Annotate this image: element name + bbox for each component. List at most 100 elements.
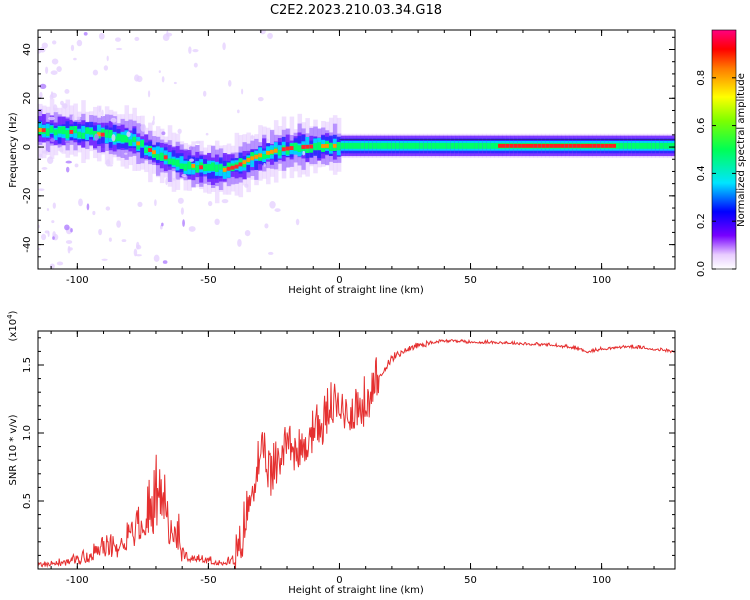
- spectrogram-cell: [360, 142, 365, 149]
- spectrogram-cell-peak: [250, 156, 255, 161]
- spectrogram-noise-speck: [111, 134, 116, 142]
- spectrogram-noise-speck: [86, 203, 90, 211]
- spectrogram-noise-speck: [116, 220, 121, 228]
- spectrogram-noise-speck: [274, 208, 281, 212]
- snr-ytick-label: 0.5: [22, 493, 33, 509]
- spectrogram-cell: [454, 142, 460, 149]
- spectrogram-cell: [45, 128, 51, 136]
- spectrogram-cell: [470, 142, 476, 149]
- spectrogram-cell-peak: [501, 143, 507, 148]
- spectrogram-cell: [675, 139, 680, 154]
- spectrogram-cell: [336, 142, 342, 151]
- spectrogram-noise-speck: [41, 233, 47, 241]
- spectrogram-cell: [222, 166, 228, 179]
- spectrogram-noise-speck: [147, 90, 151, 98]
- spectrogram-noise-speck: [65, 240, 73, 244]
- spectrogram-cell-peak: [513, 143, 519, 148]
- spectrogram-noise-speck: [192, 49, 199, 53]
- spectrogram-cell: [675, 141, 680, 151]
- spectrogram-x-axis-label: Height of straight line (km): [288, 285, 424, 296]
- spectrogram-noise-speck: [124, 152, 128, 155]
- spectrogram-xtick-label: -100: [66, 275, 89, 286]
- spectrogram-cell: [57, 126, 63, 134]
- snr-ytick-label: 1.0: [22, 425, 33, 441]
- spectrogram-noise-speck: [115, 47, 123, 51]
- spectrogram-cell: [207, 164, 212, 171]
- spectrogram-cell: [226, 164, 232, 178]
- snr-panel: -100 -50 0 50 100 0.5 1.0 1.5 Height of straig…: [6, 310, 676, 596]
- spectrogram-cell: [203, 163, 208, 172]
- spectrogram-cell: [675, 143, 680, 149]
- spectrogram-cell: [387, 142, 393, 149]
- spectrogram-noise-speck: [92, 210, 96, 216]
- spectrogram-cell: [293, 142, 299, 151]
- spectrogram-noise-speck: [267, 251, 274, 255]
- spectrogram-noise-speck: [38, 153, 43, 158]
- spectrogram-cell: [671, 142, 675, 149]
- spectrogram-noise-speck: [244, 183, 249, 188]
- spectrogram-noise-speck: [140, 123, 147, 132]
- spectrogram-noise-speck: [94, 133, 99, 141]
- spectrogram-noise-speck: [105, 206, 111, 211]
- spectrogram-noise-speck: [108, 164, 113, 167]
- spectrogram-y-axis-label: Frequency (Hz): [8, 112, 19, 188]
- spectrogram-noise-speck: [41, 167, 48, 170]
- spectrogram-noise-speck: [264, 223, 269, 229]
- spectrogram-cell: [218, 164, 224, 170]
- spectrogram-cell-peak: [269, 149, 275, 154]
- spectrogram-cell: [407, 142, 413, 149]
- spectrogram-cell: [616, 142, 621, 149]
- spectrogram-frame: [37, 29, 676, 270]
- spectrogram-noise-speck: [180, 207, 184, 215]
- spectrogram-cell: [124, 135, 130, 143]
- spectrogram-noise-speck: [110, 117, 117, 123]
- spectrogram-noise-speck: [46, 208, 50, 211]
- spectrogram-cell-peak: [564, 143, 570, 148]
- spectrogram-noise-speck: [158, 70, 161, 73]
- spectrogram-noise-speck: [49, 94, 54, 100]
- spectrogram-noise-speck: [106, 55, 109, 62]
- spectrogram-cell: [116, 133, 122, 142]
- spectrogram-noise-speck: [267, 32, 273, 40]
- spectrogram-cell: [466, 142, 472, 149]
- spectrogram-cell: [675, 138, 680, 154]
- spectrogram-noise-speck: [135, 254, 142, 257]
- spectrogram-noise-speck: [161, 222, 164, 227]
- spectrogram-cell: [277, 149, 283, 156]
- spectrogram-noise-speck: [222, 42, 226, 51]
- spectrogram-cell-peak: [266, 150, 271, 155]
- spectrogram-cell: [285, 146, 291, 155]
- spectrogram-cell-peak: [584, 143, 590, 148]
- spectrogram-noise-speck: [50, 138, 56, 142]
- spectrogram-cell: [348, 142, 354, 149]
- spectrogram-noise-speck: [188, 226, 196, 232]
- spectrogram-noise-speck: [165, 177, 168, 186]
- spectrogram-ytick-label: 40: [22, 43, 33, 56]
- spectrogram-noise-speck: [241, 88, 244, 95]
- spectrogram-cell-peak: [152, 150, 157, 155]
- spectrogram-noise-speck: [165, 32, 173, 37]
- spectrogram-noise-speck: [257, 97, 264, 102]
- spectrogram-cell: [167, 158, 173, 165]
- spectrogram-cell-peak: [537, 143, 542, 148]
- spectrogram-xtick-label: 0: [336, 275, 342, 286]
- spectrogram-noise-speck: [59, 146, 64, 153]
- spectrogram-cell-peak: [148, 148, 153, 152]
- spectrogram-cell-peak: [325, 143, 330, 148]
- spectrogram-noise-speck: [251, 134, 254, 140]
- spectrogram-noise-speck: [162, 260, 168, 264]
- spectrogram-noise-speck: [49, 263, 55, 269]
- spectrogram-cell: [61, 126, 67, 135]
- spectrogram-cell: [81, 125, 86, 135]
- spectrogram-cell-peak: [588, 143, 594, 148]
- spectrogram-noise-speck: [70, 44, 75, 52]
- snr-y-ticks: 0.5 1.0 1.5: [22, 337, 675, 570]
- spectrogram-cell: [183, 163, 189, 171]
- spectrogram-cell-peak: [222, 167, 228, 172]
- spectrogram-cell-peak: [509, 143, 515, 148]
- colorbar-tick-label: 0.2: [696, 213, 707, 229]
- spectrogram-cell: [65, 130, 71, 139]
- spectrogram-noise-speck: [171, 178, 177, 181]
- spectrogram-cell: [175, 159, 181, 167]
- spectrogram-noise-speck: [50, 91, 54, 96]
